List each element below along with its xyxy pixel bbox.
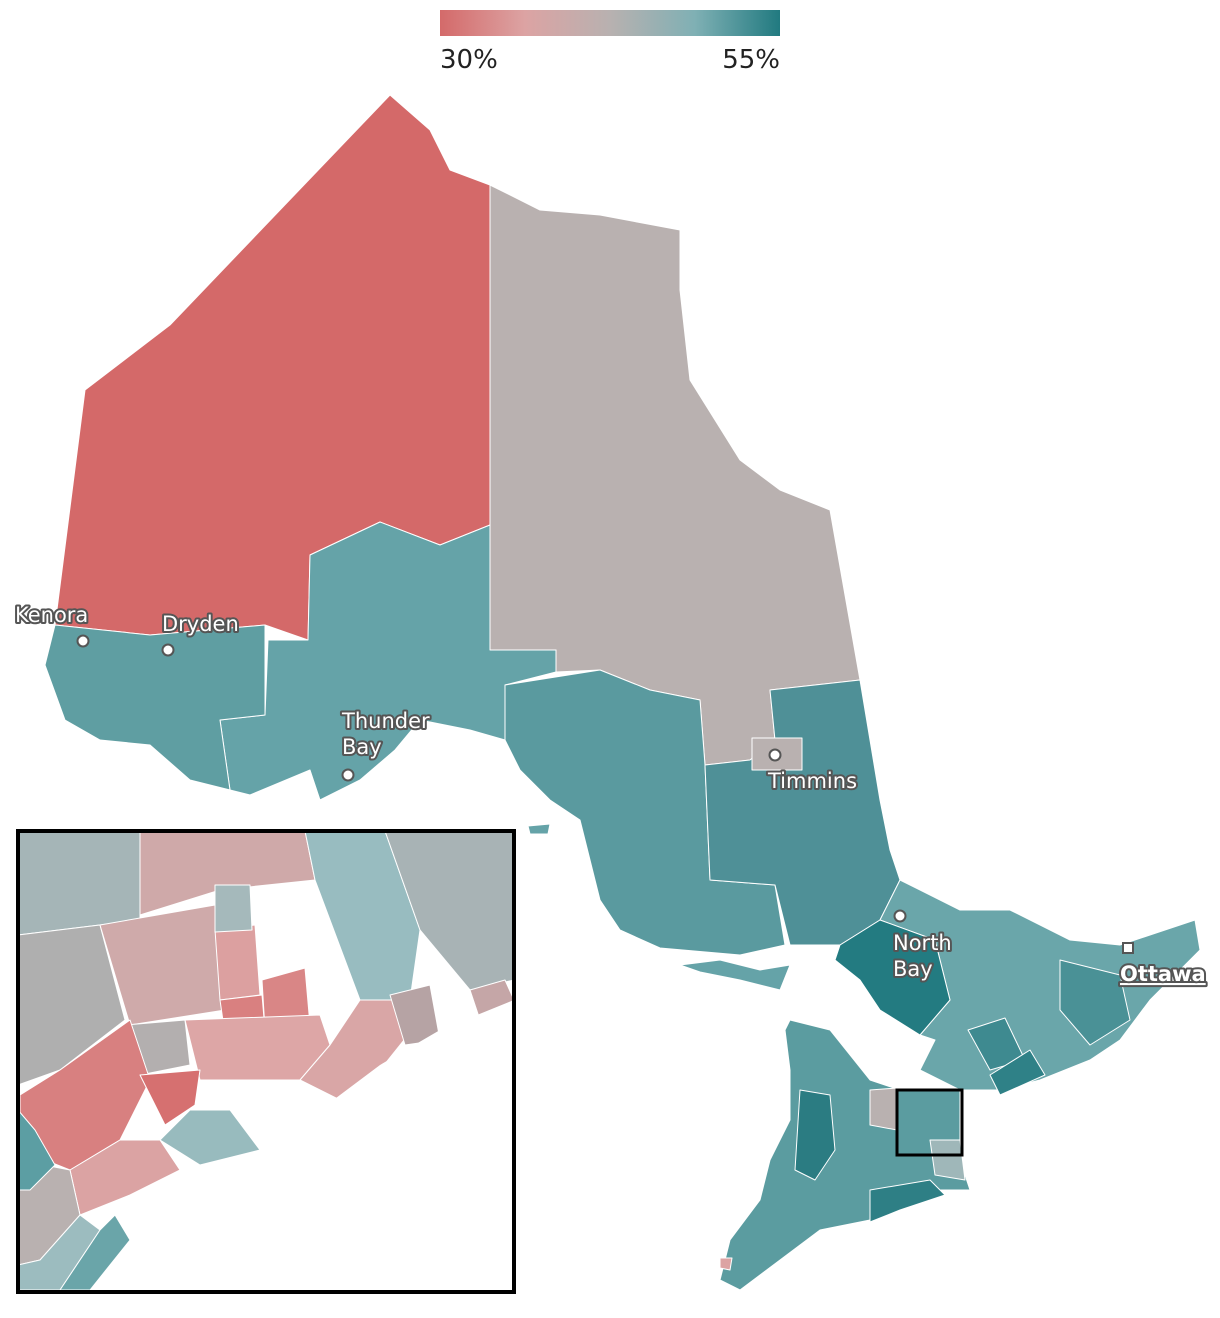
region — [834, 919, 951, 1036]
city-marker — [161, 643, 175, 657]
region — [214, 924, 261, 1001]
city-label: Kenora — [15, 603, 88, 627]
region — [214, 884, 253, 933]
city-marker — [341, 768, 355, 782]
city-label: Ottawa — [1120, 962, 1206, 986]
region — [869, 1179, 946, 1223]
region — [794, 1089, 836, 1181]
regions — [44, 94, 1201, 1291]
region — [139, 1069, 201, 1126]
region — [989, 1049, 1046, 1096]
city-marker — [76, 634, 90, 648]
city-label: Bay — [342, 735, 382, 759]
region — [1059, 959, 1131, 1046]
region — [44, 624, 266, 791]
legend-label: 55% — [722, 45, 780, 75]
city-label: Bay — [893, 957, 933, 981]
island — [679, 959, 791, 991]
capital-marker — [1122, 942, 1134, 954]
legend-bar — [440, 10, 780, 36]
city-label: North — [893, 931, 952, 955]
region — [489, 184, 861, 766]
inset — [16, 829, 516, 1294]
region — [504, 669, 786, 956]
region — [17, 830, 141, 936]
region — [159, 1109, 261, 1166]
city-label: Timmins — [767, 769, 857, 793]
legend-label: 30% — [440, 45, 498, 75]
region — [719, 1257, 733, 1271]
city-label: Thunder — [341, 709, 430, 733]
city-label: Dryden — [162, 612, 239, 636]
region — [869, 1087, 898, 1131]
city-marker — [893, 909, 907, 923]
inset-frame — [16, 829, 516, 1294]
city-marker — [768, 748, 782, 762]
lake — [90, 1000, 514, 1292]
island — [527, 823, 551, 835]
inset-box — [895, 1088, 964, 1157]
region — [929, 1139, 966, 1181]
region — [704, 679, 901, 946]
